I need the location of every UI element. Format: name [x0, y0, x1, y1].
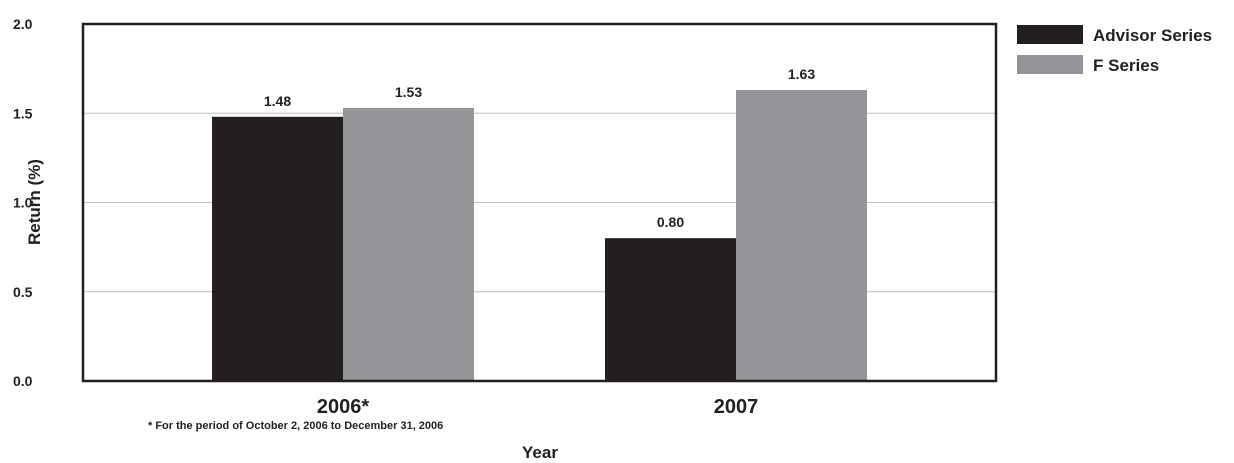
y-tick-label: 1.0: [13, 195, 33, 211]
data-label-advisor-series-0: 1.48: [264, 93, 291, 109]
data-label-f-series-0: 1.53: [395, 84, 422, 100]
x-category-label: 2006*: [317, 396, 369, 418]
footnote: * For the period of October 2, 2006 to D…: [148, 420, 443, 432]
legend-swatch: [1017, 55, 1083, 74]
x-category-label: 2007: [714, 396, 759, 418]
y-axis-label: Return (%): [25, 159, 44, 245]
data-label-advisor-series-1: 0.80: [657, 214, 684, 230]
legend-label: Advisor Series: [1093, 26, 1212, 45]
x-axis-label: Year: [522, 443, 558, 462]
x-category-labels: 2006* 2007: [317, 396, 758, 418]
legend-swatch: [1017, 25, 1083, 44]
y-tick-label: 0.5: [13, 284, 33, 300]
y-tick-label: 0.0: [13, 373, 33, 389]
y-tick-labels: 0.0 0.5 1.0 1.5 2.0: [13, 16, 33, 389]
legend: Advisor Series F Series: [1017, 25, 1212, 75]
plot-area-frame: [81, 22, 998, 383]
data-labels: 1.48 1.53 0.80 1.63: [264, 66, 815, 230]
legend-label: F Series: [1093, 56, 1159, 75]
data-label-f-series-1: 1.63: [788, 66, 815, 82]
bar-f-series-0: [343, 107, 474, 382]
y-tick-label: 1.5: [13, 105, 33, 121]
bar-f-series-1: [736, 90, 867, 382]
bars: [212, 90, 867, 382]
bar-advisor-series-0: [212, 116, 343, 381]
bar-advisor-series-1: [605, 238, 736, 381]
y-tick-label: 2.0: [13, 16, 33, 32]
